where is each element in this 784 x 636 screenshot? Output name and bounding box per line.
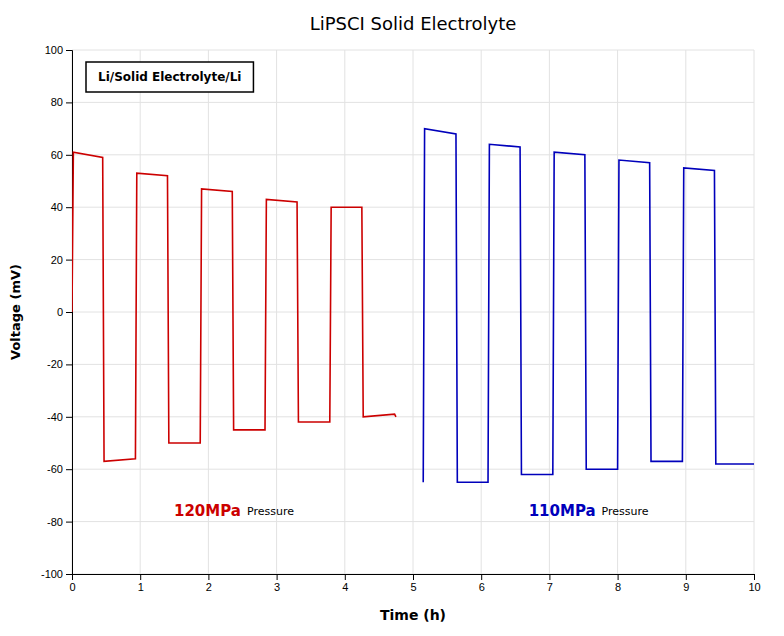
tick-mark [66,312,72,313]
grid-line-y [72,364,754,365]
tick-label: 0 [69,581,75,593]
y-axis-title: Voltage (mV) [8,264,23,360]
tick-label: 4 [342,581,348,593]
tick: 7 [547,574,553,593]
tick: 2 [206,574,212,593]
tick-mark [66,574,72,575]
tick: 20 [51,254,72,266]
grid-line-y [72,50,754,51]
tick-mark [66,417,72,418]
label-box [86,62,253,92]
grid-line-y [72,259,754,260]
axis-line [73,575,755,581]
tick: -20 [47,358,72,370]
tick: 100 [45,44,72,56]
tick-label: 6 [479,581,485,593]
tick-mark [277,574,278,580]
tick-mark [66,50,72,51]
tick-label: 3 [274,581,280,593]
chart-container: 0 1 2 3 4 5 6 7 8 9 10 -100 -80 -60 -40 -20 0 20 40 60 80 100… [0,0,784,636]
tick-label: -100 [41,568,63,580]
tick: 10 [748,574,760,593]
x-axis: 0 1 2 3 4 5 6 7 8 9 10 [69,574,760,593]
tick-mark [413,574,414,580]
tick: 60 [51,149,72,161]
annotation: 120MPa Pressure [174,502,294,520]
lines [72,129,754,483]
tick-label: -60 [47,463,63,475]
grid-line-y [72,207,754,208]
tick-mark [66,207,72,208]
tick: 3 [274,574,280,593]
tick-mark [66,155,72,156]
tick-label: 1 [138,581,144,593]
tick: -40 [47,411,72,423]
tick: 6 [479,574,485,593]
tick-mark [66,260,72,261]
tick-mark [208,574,209,580]
tick: 5 [410,574,416,593]
tick: -80 [47,516,72,528]
tick-label: 20 [51,254,63,266]
annotation-text: Pressure [602,505,649,518]
tick-label: 40 [51,201,63,213]
tick-label: 8 [615,581,621,593]
tick-label: 2 [206,581,212,593]
grid-line-y [72,312,754,313]
tick-mark [481,574,482,580]
tick: -100 [41,568,72,580]
tick-mark [345,574,346,580]
tick-label: 10 [748,581,760,593]
chart: 0 1 2 3 4 5 6 7 8 9 10 -100 -80 -60 -40 -20 0 20 40 60 80 100… [0,0,784,636]
tick: 1 [138,574,144,593]
tick-mark [66,522,72,523]
x-axis-title: Time (h) [380,607,446,623]
tick: 0 [69,574,75,593]
label-box-text: Li/Solid Electrolyte/Li [98,70,241,84]
annotation: 110MPa Pressure [529,502,649,520]
tick: 9 [683,574,689,593]
tick: -60 [47,463,72,475]
plot-area: 0 1 2 3 4 5 6 7 8 9 10 -100 -80 -60 -40 -20 0 20 40 60 80 100… [41,44,761,593]
grid-line-y [72,469,754,470]
tick-mark [66,469,72,470]
tick-label: 80 [51,96,63,108]
tick: 4 [342,574,348,593]
tick-mark [686,574,687,580]
tick-mark [140,574,141,580]
tick-mark [66,364,72,365]
axis-line [66,51,73,575]
tick-label: -40 [47,411,63,423]
grid [72,50,754,574]
tick: 0 [57,306,72,318]
tick-label: 9 [683,581,689,593]
annotations: Li/Solid Electrolyte/Li120MPaPressure110… [86,62,649,520]
tick-mark [66,102,72,103]
label-box-group: Li/Solid Electrolyte/Li [86,62,253,92]
tick: 8 [615,574,621,593]
y-axis: -100 -80 -60 -40 -20 0 20 40 60 80 100 [41,44,73,580]
tick: 80 [51,96,72,108]
series-line [72,152,396,461]
tick-label: -20 [47,358,63,370]
tick-label: 100 [45,44,63,56]
title: LiPSCI Solid Electrolyte [310,13,517,34]
tick-mark [549,574,550,580]
grid-line-y [72,416,754,417]
annotation-text: 110MPa [529,502,596,520]
tick-label: 60 [51,149,63,161]
annotation-text: Pressure [247,505,294,518]
grid-line-y [72,154,754,155]
grid-line-y [72,102,754,103]
series-line [423,129,754,483]
tick: 40 [51,201,72,213]
tick-mark [754,574,755,580]
annotation-text: 120MPa [174,502,241,520]
tick-label: -80 [47,516,63,528]
tick-mark [618,574,619,580]
grid-line-y [72,521,754,522]
tick-label: 0 [57,306,63,318]
tick-label: 5 [410,581,416,593]
tick-label: 7 [547,581,553,593]
